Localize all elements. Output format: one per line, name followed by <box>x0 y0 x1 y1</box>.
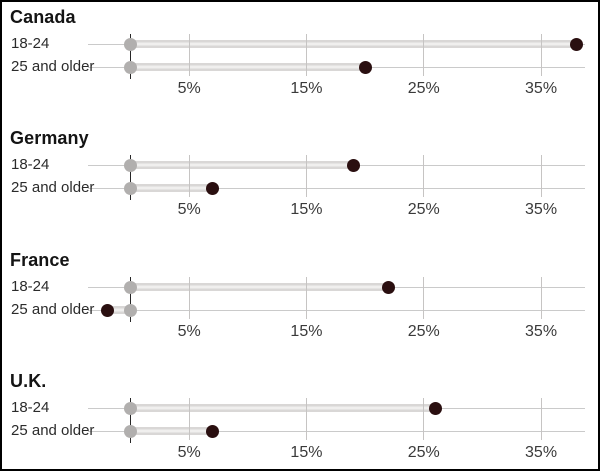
row-label: 25 and older <box>11 301 95 318</box>
gridline-25 <box>423 34 425 76</box>
panel-title: Canada <box>10 7 76 27</box>
row-baseline <box>88 430 585 432</box>
row-label: 18-24 <box>11 399 50 416</box>
row-label: 18-24 <box>11 156 50 173</box>
connector-band <box>130 184 213 192</box>
row-baseline <box>88 187 585 189</box>
panel-title: U.K. <box>10 371 47 391</box>
tick-label: 35% <box>525 80 558 97</box>
gray-dot <box>124 158 137 172</box>
connector-band <box>130 161 354 169</box>
dark-dot <box>569 37 583 51</box>
gridline-35 <box>540 155 542 197</box>
zero-axis-line <box>129 398 132 443</box>
gridline-15 <box>305 155 307 197</box>
gridline-25 <box>423 155 425 197</box>
gridline-35 <box>540 277 542 319</box>
dark-dot <box>428 401 442 415</box>
tick-label: 15% <box>290 80 323 97</box>
tick-label: 25% <box>407 201 440 218</box>
connector-band <box>130 404 436 412</box>
gridline-5 <box>188 277 190 319</box>
tick-label: 25% <box>407 80 440 97</box>
dark-dot <box>358 60 372 74</box>
tick-label: 15% <box>290 201 323 218</box>
dark-dot <box>346 158 360 172</box>
gridline-15 <box>305 34 307 76</box>
tick-label: 5% <box>177 323 201 340</box>
gray-dot <box>124 424 137 438</box>
panel-uk: U.K. 18-24 25 and older 5% 15% 25% 35% <box>2 366 598 469</box>
dark-dot <box>100 303 114 317</box>
gray-dot <box>124 303 137 317</box>
zero-axis-line <box>129 34 132 79</box>
gridline-5 <box>188 34 190 76</box>
gray-dot <box>124 401 137 415</box>
connector-band <box>130 427 213 435</box>
tick-label: 5% <box>177 201 201 218</box>
tick-label: 35% <box>525 444 558 461</box>
dark-dot <box>206 181 220 195</box>
panel-france: France 18-24 25 and older 5% 15% 25% 35% <box>2 245 598 366</box>
tick-label: 35% <box>525 201 558 218</box>
connector-band <box>130 283 389 291</box>
connector-band <box>130 63 366 71</box>
row-label: 25 and older <box>11 179 95 196</box>
row-label: 25 and older <box>11 422 95 439</box>
panel-germany: Germany 18-24 25 and older 5% 15% 25% 35% <box>2 123 598 244</box>
gridline-15 <box>305 277 307 319</box>
connector-band <box>107 306 131 314</box>
row-label: 25 and older <box>11 58 95 75</box>
panel-title: Germany <box>10 128 89 148</box>
zero-axis-line <box>129 155 132 200</box>
gray-dot <box>124 37 137 51</box>
tick-label: 35% <box>525 323 558 340</box>
gridline-35 <box>540 34 542 76</box>
row-label: 18-24 <box>11 35 50 52</box>
dark-dot <box>206 424 220 438</box>
tick-label: 25% <box>407 444 440 461</box>
gridline-5 <box>188 398 190 440</box>
gray-dot <box>124 60 137 74</box>
tick-label: 15% <box>290 323 323 340</box>
tick-label: 5% <box>177 444 201 461</box>
gray-dot <box>124 181 137 195</box>
dark-dot <box>382 280 396 294</box>
gridline-25 <box>423 277 425 319</box>
row-baseline <box>88 309 585 311</box>
row-label: 18-24 <box>11 278 50 295</box>
tick-label: 15% <box>290 444 323 461</box>
gray-dot <box>124 280 137 294</box>
gridline-25 <box>423 398 425 440</box>
panel-title: France <box>10 250 70 270</box>
gridline-5 <box>188 155 190 197</box>
tick-label: 25% <box>407 323 440 340</box>
zero-axis-line <box>129 277 132 322</box>
tick-label: 5% <box>177 80 201 97</box>
gridline-35 <box>540 398 542 440</box>
panel-canada: Canada 18-24 25 and older 5% 15% 25% 35% <box>2 2 598 123</box>
gridline-15 <box>305 398 307 440</box>
connector-band <box>130 40 577 48</box>
